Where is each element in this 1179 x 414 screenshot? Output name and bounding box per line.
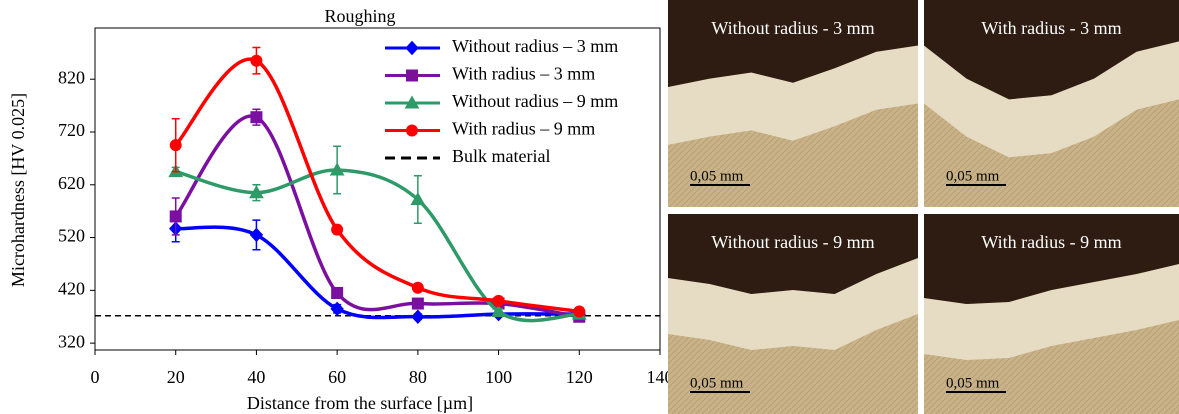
marker — [412, 310, 424, 323]
x-axis-label: Distance from the surface [µm] — [247, 393, 473, 413]
marker — [332, 224, 343, 235]
x-tick-label: 100 — [485, 367, 512, 387]
marker — [251, 112, 262, 123]
marker — [493, 295, 504, 306]
x-tick-label: 0 — [91, 367, 100, 387]
marker — [331, 302, 343, 315]
marker — [332, 287, 343, 298]
y-tick-label: 420 — [58, 278, 85, 298]
x-tick-label: 40 — [247, 367, 265, 387]
x-tick-label: 80 — [409, 367, 427, 387]
panel-label: With radius - 9 mm — [981, 232, 1121, 252]
panel-label: Without radius - 3 mm — [711, 18, 874, 38]
figure: Roughing Distance from the surface [µm] … — [0, 0, 1179, 414]
micrograph: Without radius - 9 mm 0,05 mm — [668, 214, 918, 414]
y-tick-label: 620 — [58, 173, 85, 193]
y-tick-label: 820 — [58, 67, 85, 87]
marker — [251, 55, 262, 66]
legend: Without radius – 3 mm With radius – 3 mm W… — [385, 36, 618, 166]
marker — [170, 211, 181, 222]
chart-title: Roughing — [324, 6, 395, 26]
x-tick-label: 60 — [328, 367, 346, 387]
y-axis-label: Microhardness [HV 0.025] — [8, 93, 28, 287]
marker — [412, 282, 423, 293]
legend-marker — [407, 125, 418, 136]
marker — [574, 306, 585, 317]
y-tick-label: 720 — [58, 120, 85, 140]
marker — [412, 298, 423, 309]
scale-label: 0,05 mm — [690, 168, 744, 184]
panel-label: Without radius - 9 mm — [711, 232, 874, 252]
micrograph: Without radius - 3 mm 0,05 mm — [668, 0, 918, 207]
scale-label: 0,05 mm — [946, 168, 1000, 184]
marker — [250, 228, 262, 241]
legend-label: With radius – 9 mm — [452, 119, 595, 139]
x-tick-label: 120 — [566, 367, 593, 387]
legend-label: Without radius – 3 mm — [452, 36, 618, 56]
micrograph: With radius - 3 mm 0,05 mm — [924, 0, 1179, 207]
panel-label: With radius - 3 mm — [981, 18, 1121, 38]
legend-marker — [407, 70, 418, 81]
series-line — [176, 170, 580, 321]
legend-label: Without radius – 9 mm — [452, 91, 618, 111]
legend-label: With radius – 3 mm — [452, 64, 595, 84]
micrograph: With radius - 9 mm 0,05 mm — [924, 214, 1179, 414]
y-tick-label: 320 — [58, 331, 85, 351]
y-tick-label: 520 — [58, 226, 85, 246]
scale-label: 0,05 mm — [946, 375, 1000, 391]
legend-label: Bulk material — [452, 146, 550, 166]
x-tick-label: 20 — [167, 367, 185, 387]
scale-label: 0,05 mm — [690, 375, 744, 391]
marker — [170, 140, 181, 151]
legend-marker — [406, 42, 418, 55]
